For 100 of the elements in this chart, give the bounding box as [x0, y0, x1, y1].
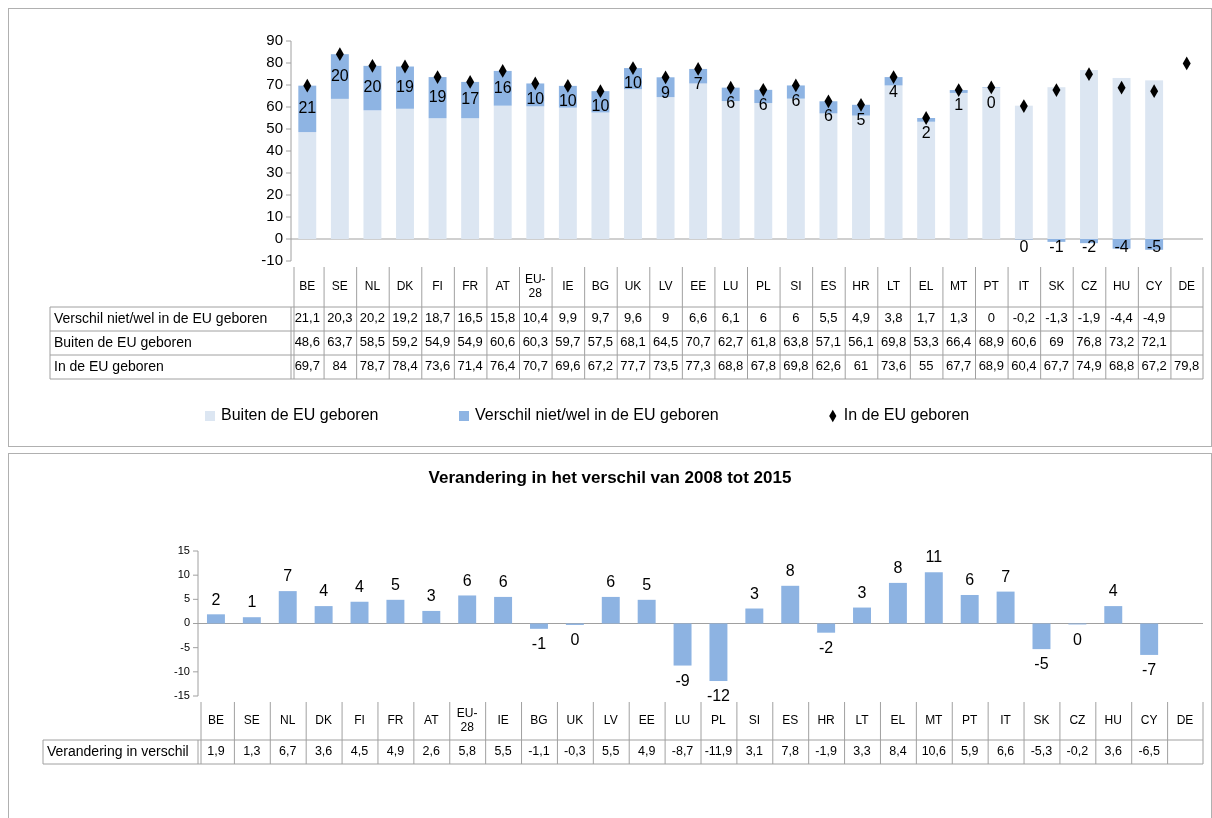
bar [363, 110, 382, 239]
data-label: 73,5 [652, 358, 679, 374]
data-label: -0,2 [1012, 310, 1036, 326]
annotation: 5 [642, 576, 652, 594]
data-label: 60,4 [1011, 358, 1037, 374]
bar [298, 132, 317, 239]
x-tick-label: AT [495, 279, 511, 294]
data-label: 63,8 [783, 334, 809, 350]
data-label: 71,4 [457, 358, 483, 374]
bar [1145, 80, 1164, 239]
bar [601, 596, 620, 624]
x-tick-label: LV [658, 279, 673, 294]
x-tick-label: HU [1112, 279, 1131, 294]
data-label: 6,7 [279, 744, 297, 759]
annotation: 6 [758, 96, 768, 114]
bar [458, 595, 477, 624]
bar [982, 87, 1001, 239]
bar [996, 591, 1015, 624]
data-label: 1,3 [243, 744, 261, 759]
annotation: 3 [426, 587, 436, 605]
annotation: 0 [986, 93, 996, 111]
annotation: -9 [675, 671, 690, 689]
annotation: -2 [819, 638, 834, 656]
x-tick-label: BG [530, 713, 548, 728]
data-label: 68,1 [620, 334, 646, 350]
annotation: 10 [558, 92, 577, 110]
x-tick-label: EL [890, 713, 906, 728]
bar [853, 607, 871, 624]
data-label: 79,8 [1174, 358, 1200, 374]
bar [745, 608, 764, 624]
x-tick-label: LU [723, 279, 739, 294]
data-label: 5,8 [458, 744, 476, 759]
data-label: 3,6 [1104, 744, 1122, 759]
y-tick-label: 10 [266, 206, 283, 224]
x-tick-label: EL [918, 279, 934, 294]
data-label: -4,4 [1110, 310, 1133, 326]
data-label: 1,7 [917, 310, 936, 326]
annotation: 10 [526, 89, 545, 107]
data-label: -5,3 [1030, 744, 1053, 759]
data-label: 6 [792, 310, 800, 326]
data-label: 9,9 [558, 310, 577, 326]
data-label: -0,3 [564, 744, 586, 759]
x-tick-label: DE [1178, 279, 1196, 294]
data-label: 18,7 [424, 310, 451, 326]
annotation: -5 [1034, 655, 1049, 673]
text: Buiten de EU geboren [54, 333, 192, 350]
x-tick-label: DK [396, 279, 414, 294]
annotation: 2 [921, 124, 931, 142]
data-label: 67,2 [587, 358, 614, 374]
bar [591, 112, 610, 239]
data-label: 5,5 [819, 310, 838, 326]
x-tick-label: FI [432, 279, 443, 294]
data-label: 77,7 [620, 358, 646, 374]
x-tick-label: ES [782, 713, 799, 728]
data-label: 2,6 [422, 744, 441, 759]
data-label: -1,9 [815, 744, 837, 759]
x-tick-label: UK [624, 279, 642, 294]
annotation: -12 [706, 687, 731, 705]
x-tick-label: ES [820, 279, 837, 294]
text: In de EU geboren [54, 357, 164, 374]
data-label: 54,9 [424, 334, 451, 350]
y-tick-label: -15 [174, 688, 190, 701]
x-tick-label: LT [887, 279, 901, 294]
data-label: 1,9 [207, 744, 225, 759]
data-label: 69 [1049, 334, 1064, 350]
x-tick-label: LT [855, 713, 870, 728]
data-label: 70,7 [522, 358, 548, 374]
annotation: 2 [211, 590, 221, 608]
data-label: 57,1 [815, 334, 842, 350]
data-label: 0 [987, 310, 995, 326]
bar [852, 115, 870, 239]
data-label: 72,1 [1141, 334, 1167, 350]
x-tick-label: EE [638, 713, 655, 728]
x-tick-label: MT [925, 713, 944, 728]
annotation: 4 [319, 582, 329, 600]
bar [526, 106, 545, 239]
data-label: 69,8 [783, 358, 809, 374]
data-label: 73,2 [1108, 334, 1135, 350]
bar [1014, 105, 1033, 239]
y-tick-label: -10 [174, 664, 190, 677]
data-label: 55 [918, 358, 934, 374]
data-label: 61,8 [750, 334, 776, 350]
data-label: -11,9 [704, 744, 733, 759]
annotation: -1 [531, 635, 547, 653]
data-label: 69,6 [555, 358, 581, 374]
data-label: 70,7 [685, 334, 711, 350]
bar [1080, 70, 1098, 239]
x-tick-label: SI [748, 713, 761, 728]
x-tick-label: SI [790, 279, 802, 294]
y-tick-label: 0 [274, 228, 283, 246]
data-label: 63,7 [327, 334, 353, 350]
data-label: 6,6 [996, 744, 1015, 759]
x-tick-label: NL [280, 713, 296, 728]
data-label: 9,7 [591, 310, 610, 326]
data-label: 76,8 [1076, 334, 1102, 350]
data-label: 67,8 [750, 358, 776, 374]
annotation: 6 [791, 91, 801, 109]
data-label: 19,2 [392, 310, 418, 326]
legend-label: Verschil niet/wel in de EU geboren [475, 406, 719, 424]
x-tick-label: AT [424, 713, 440, 728]
